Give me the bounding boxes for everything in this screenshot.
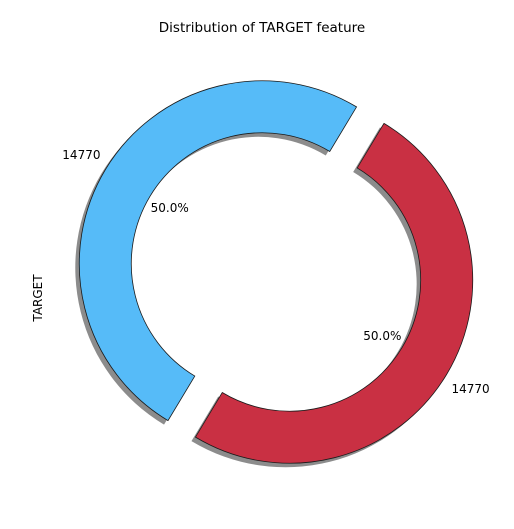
slice-percent-label-1: 50.0% xyxy=(151,201,189,215)
chart-title: Distribution of TARGET feature xyxy=(159,20,365,36)
slice-value-label-0: 14770 xyxy=(452,382,490,396)
slice-labels: 14770 50.0% 14770 50.0% xyxy=(62,148,489,396)
donut-slice-0 xyxy=(194,122,474,464)
donut-slice-1 xyxy=(78,80,358,422)
slice-percent-label-0: 50.0% xyxy=(363,329,401,343)
y-axis-label: TARGET xyxy=(31,274,45,323)
slice-value-label-1: 14770 xyxy=(62,148,100,162)
slices xyxy=(78,80,474,464)
